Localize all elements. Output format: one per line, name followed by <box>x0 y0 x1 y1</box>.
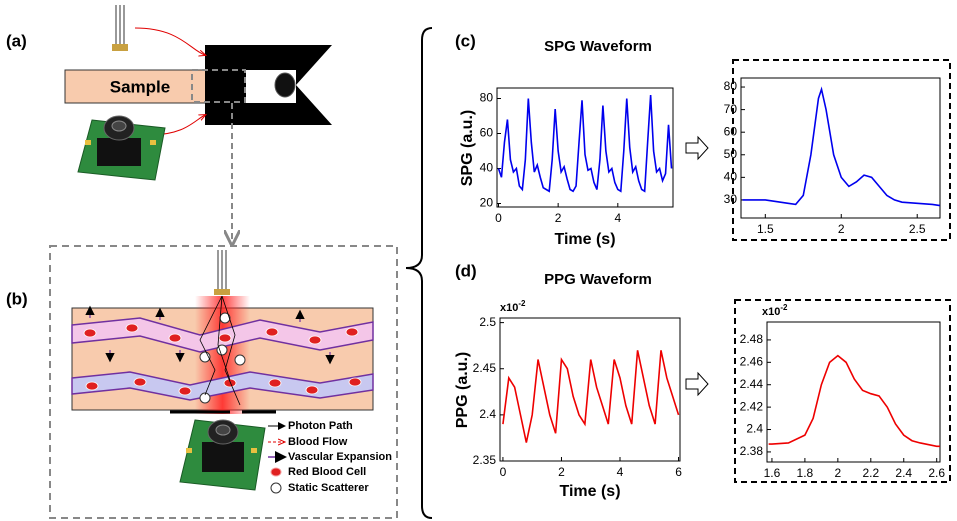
y-tick-label: 40 <box>724 170 738 184</box>
y-tick-label: 20 <box>480 196 494 210</box>
y-tick-label: 40 <box>480 161 494 175</box>
y-multiplier: x10-2 <box>762 303 788 318</box>
y-tick-label: 2.35 <box>473 453 497 467</box>
x-tick-label: 0 <box>495 211 502 225</box>
brace <box>405 27 433 519</box>
y-tick-label: 30 <box>724 192 738 206</box>
y-tick-label: 60 <box>724 124 738 138</box>
y-tick-label: 2.46 <box>740 354 764 368</box>
x-tick-label: 1.6 <box>764 466 781 480</box>
panel-label: (a) <box>6 31 27 50</box>
chart-title: PPG Waveform <box>544 271 652 288</box>
multiplier-base: x10 <box>500 302 518 314</box>
plot-frame <box>740 77 941 219</box>
y-tick-label: 80 <box>480 91 494 105</box>
x-tick-label: 2.4 <box>895 466 912 480</box>
x-tick-label: 0 <box>500 465 507 479</box>
y-tick-label: 50 <box>724 147 738 161</box>
y-tick-label: 2.48 <box>740 332 764 346</box>
y-tick-label: 2.42 <box>740 399 764 413</box>
legend-label: Red Blood Cell <box>288 466 366 478</box>
legend-label: Blood Flow <box>288 436 348 448</box>
multiplier-exponent: -2 <box>518 299 526 308</box>
legend-label: Vascular Expansion <box>288 451 392 463</box>
panel-label: (c) <box>455 31 476 50</box>
y-tick-label: 2.4 <box>746 422 763 436</box>
panel-label: (b) <box>6 289 28 308</box>
y-tick-label: 2.44 <box>740 377 764 391</box>
x-tick-label: 2.2 <box>862 466 879 480</box>
x-tick-label: 6 <box>675 465 682 479</box>
multiplier-base: x10 <box>762 306 780 318</box>
y-axis-label: PPG (a.u.) <box>454 352 471 428</box>
x-tick-label: 4 <box>614 211 621 225</box>
y-tick-label: 70 <box>724 102 738 116</box>
y-tick-label: 2.4 <box>479 407 496 421</box>
x-axis-label: Time (s) <box>559 483 620 500</box>
data-line <box>768 354 940 448</box>
x-tick-label: 1.5 <box>757 222 774 236</box>
chart-title: SPG Waveform <box>544 38 652 55</box>
sample-label: Sample <box>110 77 170 96</box>
legend-label: Static Scatterer <box>288 482 369 494</box>
legend-label: Photon Path <box>288 420 353 432</box>
x-tick-label: 2.6 <box>928 466 945 480</box>
y-tick-label: 80 <box>724 79 738 93</box>
y-tick-label: 2.5 <box>479 315 496 329</box>
y-tick-label: 2.38 <box>740 444 764 458</box>
multiplier-exponent: -2 <box>780 303 788 312</box>
x-axis-label: Time (s) <box>554 231 615 248</box>
x-tick-label: 1.8 <box>797 466 814 480</box>
x-tick-label: 2.5 <box>909 222 926 236</box>
setup-diagram <box>64 5 332 240</box>
y-tick-label: 60 <box>480 126 494 140</box>
plot-frame <box>499 317 681 462</box>
x-tick-label: 4 <box>617 465 624 479</box>
x-tick-label: 2 <box>555 211 562 225</box>
y-axis-label: SPG (a.u.) <box>459 110 476 186</box>
x-tick-label: 2 <box>838 222 845 236</box>
y-multiplier: x10-2 <box>500 299 526 314</box>
data-line <box>742 86 941 207</box>
panel-label: (d) <box>455 261 477 280</box>
data-line <box>502 350 680 443</box>
y-tick-label: 2.45 <box>473 361 497 375</box>
x-tick-label: 2 <box>558 465 565 479</box>
tissue-diagram <box>49 245 398 519</box>
x-tick-label: 2 <box>835 466 842 480</box>
data-line <box>497 94 673 193</box>
